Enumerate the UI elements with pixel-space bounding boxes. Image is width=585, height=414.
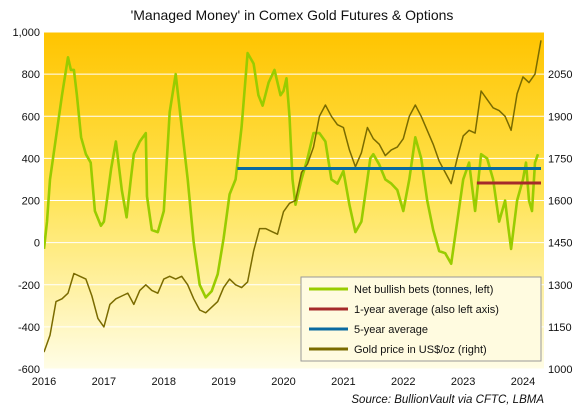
legend-label-gold-price: Gold price in US$/oz (right) <box>354 344 487 356</box>
right-tick-label: 1150 <box>548 322 572 334</box>
right-tick-label: 1450 <box>548 238 572 250</box>
x-tick-label: 2016 <box>32 376 56 388</box>
source-label: Source: <box>351 394 391 406</box>
left-tick-label: 600 <box>22 111 40 123</box>
chart-title: 'Managed Money' in Comex Gold Futures & … <box>131 7 454 23</box>
right-tick-label: 1750 <box>548 153 572 165</box>
x-tick-label: 2023 <box>451 376 475 388</box>
x-tick-label: 2018 <box>152 376 176 388</box>
legend-label-1yr-average: 1-year average (also left axis) <box>354 304 499 316</box>
left-tick-label: 1,000 <box>12 27 40 39</box>
series-net-bullish-bets <box>44 51 540 299</box>
left-tick-label: -200 <box>18 280 40 292</box>
right-tick-label: 2050 <box>548 69 572 81</box>
source-text: BullionVault via CFTC, LBMA <box>394 394 544 406</box>
legend-label-5yr-average: 5-year average <box>354 324 428 336</box>
series-layer <box>44 40 542 353</box>
source-note: Source: BullionVault via CFTC, LBMA <box>351 394 544 406</box>
right-tick-label: 1900 <box>548 111 572 123</box>
x-tick-label: 2019 <box>211 376 235 388</box>
left-tick-label: 400 <box>22 153 40 165</box>
x-axis: 2016 2017 2018 2019 2020 2021 2022 2023 2024 <box>32 376 536 388</box>
legend-box <box>300 276 542 362</box>
x-tick-label: 2021 <box>331 376 355 388</box>
right-axis: 2050 1900 1750 1600 1450 1300 1150 1000 <box>548 69 572 376</box>
legend: Net bullish bets (tonnes, left) 1-year a… <box>300 276 542 362</box>
right-tick-label: 1300 <box>548 280 572 292</box>
x-tick-label: 2020 <box>271 376 295 388</box>
right-tick-label: 1600 <box>548 196 572 208</box>
left-tick-label: 800 <box>22 69 40 81</box>
x-tick-label: 2022 <box>391 376 415 388</box>
left-tick-label: 200 <box>22 196 40 208</box>
x-tick-label: 2017 <box>92 376 116 388</box>
left-axis: 1,000 800 600 400 200 0 -200 -400 -600 <box>12 27 40 376</box>
left-tick-label: -400 <box>18 322 40 334</box>
legend-label-net-bets: Net bullish bets (tonnes, left) <box>354 284 493 296</box>
x-tick-label: 2024 <box>511 376 535 388</box>
right-tick-label: 1000 <box>548 364 572 376</box>
series-gold-price <box>44 40 542 353</box>
left-tick-label: -600 <box>18 364 40 376</box>
left-tick-label: 0 <box>34 238 40 250</box>
